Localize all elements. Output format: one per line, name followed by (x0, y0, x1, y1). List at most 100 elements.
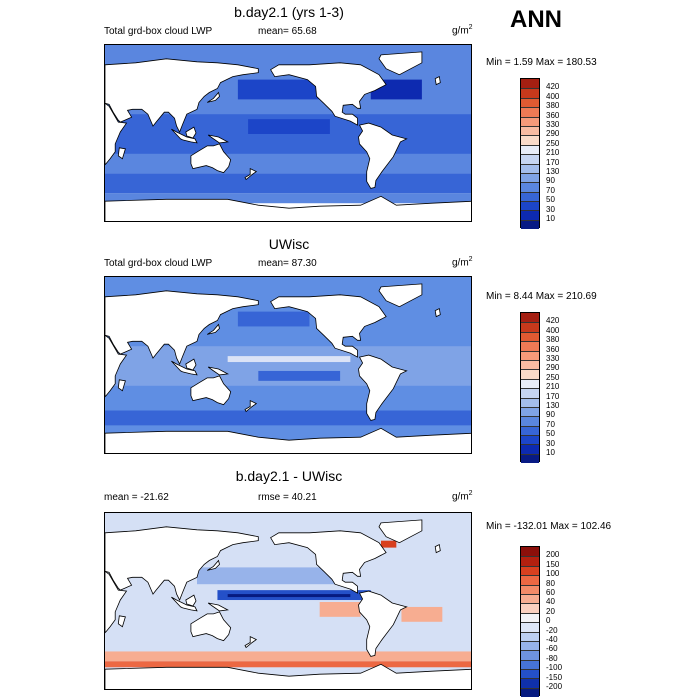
land-japan (206, 323, 220, 335)
land-newguinea (207, 134, 230, 144)
field-region (105, 410, 471, 426)
land-eurasia (105, 526, 259, 601)
colorbar-swatch (521, 322, 539, 332)
land-africa (105, 570, 128, 634)
colorbar-tick-label: 330 (546, 120, 560, 129)
colorbar-swatch (521, 144, 539, 155)
land-samerica (358, 590, 408, 657)
colorbar-tick-label: 290 (546, 363, 560, 373)
field-region (237, 79, 320, 100)
field-region (105, 661, 471, 668)
colorbar-swatch (521, 125, 539, 136)
colorbar-swatch (521, 575, 539, 585)
colorbar-swatch (521, 154, 539, 164)
colorbar-swatch (521, 678, 539, 688)
colorbar-swatch (521, 135, 539, 145)
colorbar-tick-label: 70 (546, 419, 555, 429)
colorbar-swatch (521, 191, 539, 202)
colorbar-tick-label: -80 (546, 653, 558, 663)
colorbar-swatch (521, 341, 539, 351)
colorbar-tick-label: 360 (546, 110, 560, 120)
land-samerica (358, 122, 408, 189)
colorbar-swatch (521, 650, 539, 660)
colorbar-swatch (521, 416, 539, 426)
panel-3-units: g/m2 (452, 490, 473, 503)
colorbar-tick-label: 50 (546, 195, 555, 205)
panel-1-map (104, 44, 472, 222)
colorbar-swatch (521, 593, 539, 604)
colorbar-swatch (521, 182, 539, 192)
colorbar-tick-label: 400 (546, 325, 560, 335)
field-region (105, 173, 471, 194)
panel-2-units: g/m2 (452, 256, 473, 269)
panel-3-colorbar (520, 546, 540, 698)
field-region (227, 356, 351, 363)
field-region (105, 193, 471, 204)
colorbar-swatch (521, 425, 539, 436)
colorbar-tick-label: 380 (546, 101, 560, 111)
land-madagascar (117, 379, 126, 392)
colorbar-tick-label: 150 (546, 559, 560, 569)
land-uk (434, 76, 441, 86)
colorbar-swatch (521, 116, 539, 126)
colorbar-tick-label: -150 (546, 672, 563, 682)
field-region (258, 370, 341, 381)
land-borneo (185, 358, 197, 371)
colorbar-swatch (521, 97, 539, 108)
land-indonesia (171, 596, 198, 612)
land-namerica (270, 62, 387, 126)
land-indonesia (171, 128, 198, 144)
land-eurasia (105, 58, 259, 133)
colorbar-swatch (521, 622, 539, 632)
panel-1-units: g/m2 (452, 24, 473, 37)
colorbar-tick-label: 90 (546, 176, 555, 186)
colorbar-tick-label: 0 (546, 616, 551, 626)
panel-2-mean-label: mean= 87.30 (258, 258, 317, 269)
land-samerica (358, 354, 408, 421)
colorbar-tick-label: 80 (546, 578, 555, 588)
colorbar-swatch (521, 201, 539, 211)
colorbar-swatch (521, 388, 539, 398)
panel-1-colorbar (520, 78, 540, 230)
colorbar-swatch (521, 331, 539, 342)
land-antarctica (105, 195, 471, 221)
colorbar-swatch (521, 313, 539, 323)
colorbar-tick-label: 10 (546, 214, 555, 223)
land-uk (434, 308, 441, 318)
colorbar-swatch (521, 219, 539, 230)
panel-1-minmax: Min = 1.59 Max = 180.53 (486, 57, 597, 68)
land-australia (190, 375, 232, 406)
land-borneo (185, 126, 197, 139)
colorbar-tick-label: 250 (546, 138, 560, 148)
colorbar-swatch (521, 687, 539, 698)
colorbar-tick-label: 30 (546, 438, 555, 448)
field-region (248, 119, 330, 134)
colorbar-tick-label: -60 (546, 644, 558, 654)
colorbar-swatch (521, 369, 539, 379)
colorbar-tick-label: -20 (546, 625, 558, 635)
colorbar-swatch (521, 612, 539, 623)
panel-1-left-label: Total grd-box cloud LWP (104, 26, 213, 37)
colorbar-swatch (521, 547, 539, 557)
land-antarctica (105, 427, 471, 453)
land-eurasia (105, 290, 259, 365)
season-label: ANN (510, 6, 562, 33)
colorbar-tick-label: 170 (546, 157, 560, 167)
field-region (227, 594, 351, 598)
panel-2-left-label: Total grd-box cloud LWP (104, 258, 213, 269)
land-japan (206, 91, 220, 103)
land-namerica (270, 530, 387, 594)
panel-2-colorbar (520, 312, 540, 464)
field-region (197, 567, 341, 585)
colorbar-tick-label: 70 (546, 185, 555, 195)
colorbar-tick-label: 100 (546, 569, 560, 579)
panel-3-rmse-label: rmse = 40.21 (258, 492, 317, 503)
land-greenland (378, 283, 423, 308)
land-newguinea (207, 366, 230, 376)
colorbar-tick-label: 210 (546, 148, 560, 158)
field-region (319, 602, 361, 617)
colorbar-tick-label: 420 (546, 316, 560, 326)
colorbar-swatch (521, 210, 539, 220)
colorbar-swatch (521, 603, 539, 613)
land-indonesia (171, 360, 198, 376)
